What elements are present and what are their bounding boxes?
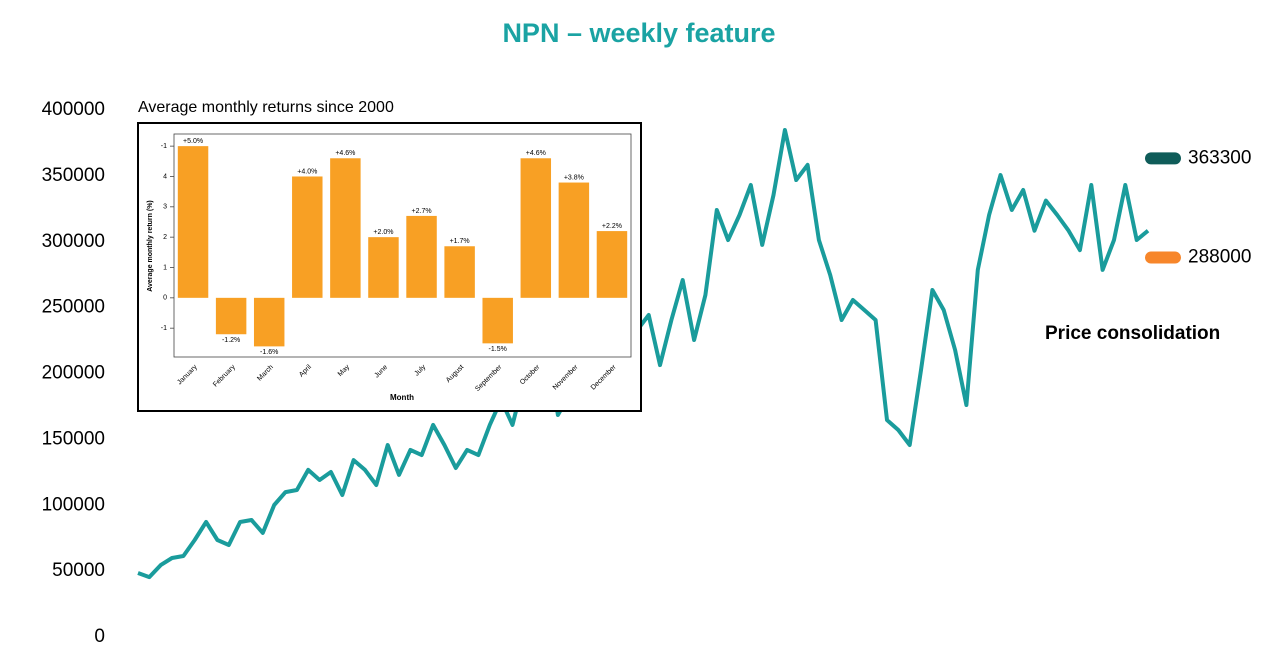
- bar: [596, 231, 628, 298]
- bar: [177, 146, 209, 298]
- y-tick-label: 0: [94, 626, 105, 647]
- y-tick-label: 350000: [42, 165, 105, 186]
- bar: [253, 297, 285, 347]
- value-label: +5.0%: [183, 138, 203, 145]
- bar: [520, 158, 552, 298]
- value-label: +4.0%: [297, 168, 317, 175]
- value-label: +2.7%: [412, 208, 432, 215]
- chart-title: NPN – weekly feature: [502, 18, 775, 48]
- y-tick-label: 1: [163, 264, 167, 271]
- value-label: -1.2%: [222, 337, 240, 344]
- y-axis-label: Average monthly return (%): [147, 200, 154, 292]
- marker-pill: [1145, 152, 1181, 165]
- inset-plot-frame: [173, 133, 632, 358]
- bar: [444, 246, 475, 298]
- y-tick-label: 150000: [42, 428, 105, 449]
- bar: [368, 237, 399, 298]
- y-tick-label: 400000: [42, 99, 105, 120]
- y-tick-label: 0: [163, 295, 167, 302]
- y-tick-label: 50000: [52, 560, 105, 581]
- y-tick-label: -1: [161, 143, 167, 150]
- value-label: +1.7%: [450, 238, 470, 245]
- y-tick-label: 2: [163, 234, 167, 241]
- price-line: [137, 128, 1150, 580]
- value-label: +4.6%: [526, 150, 546, 157]
- bar: [482, 297, 513, 344]
- bar: [558, 182, 590, 298]
- value-label: +4.6%: [335, 150, 355, 157]
- y-tick-label: 3: [163, 204, 167, 211]
- inset-title: Average monthly returns since 2000: [138, 99, 394, 116]
- bar: [215, 297, 247, 335]
- value-label: +2.2%: [602, 223, 622, 230]
- bar: [330, 158, 361, 298]
- marker-pill: [1145, 251, 1181, 264]
- y-tick-label: 100000: [42, 494, 105, 515]
- main-chart: 0 50000 100000 150000 200000 250000 300000 3500…: [42, 99, 1252, 647]
- x-axis-label: Month: [390, 393, 414, 402]
- marker-label: 288000: [1188, 247, 1251, 268]
- y-tick-label: -1: [161, 325, 167, 332]
- y-tick-label: 250000: [42, 297, 105, 318]
- y-tick-label: 200000: [42, 363, 105, 384]
- y-tick-label: 4: [163, 173, 167, 180]
- annotation: Price consolidation: [1045, 323, 1220, 344]
- value-label: +3.8%: [564, 174, 584, 181]
- y-tick-label: 300000: [42, 231, 105, 252]
- value-label: -1.6%: [260, 349, 278, 356]
- value-label: +2.0%: [373, 229, 393, 236]
- bar: [406, 215, 437, 298]
- bar: [292, 176, 323, 298]
- value-label: -1.5%: [489, 346, 507, 353]
- marker-label: 363300: [1188, 147, 1251, 168]
